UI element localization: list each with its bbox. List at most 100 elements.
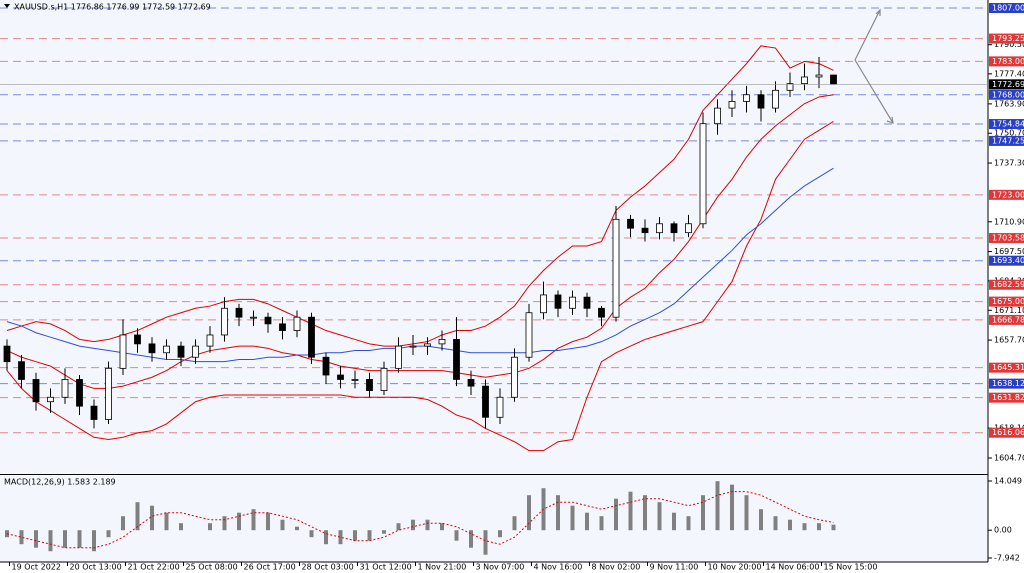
macd-bar [208, 523, 212, 531]
macd-bar [672, 512, 676, 531]
macd-bar [237, 512, 241, 531]
candle-body [685, 223, 692, 234]
macd-bar [759, 509, 763, 531]
candle-body [453, 339, 460, 380]
y-tick-label: 1697.50 [994, 247, 1024, 256]
candle-body [786, 83, 794, 91]
candle-body [714, 107, 721, 125]
candle-body [221, 307, 228, 336]
macd-bar [773, 516, 778, 531]
macd-bar [121, 516, 125, 531]
candle-body [264, 316, 272, 325]
symbol-icon [4, 4, 10, 8]
macd-bar [92, 530, 96, 552]
y-tick-label: 1750.70 [994, 129, 1024, 138]
candle-body [177, 345, 185, 358]
level-label: 1631.82 [992, 393, 1024, 402]
y-tick-label: 0.00 [994, 526, 1012, 535]
macd-bar [309, 530, 314, 538]
candle-body [105, 367, 112, 420]
macd-bar [135, 502, 140, 531]
candle-body [438, 339, 446, 345]
y-tick-label: 1710.90 [994, 217, 1024, 226]
candle-body [409, 345, 417, 348]
macd-bar [614, 498, 618, 531]
level-tag [989, 378, 1024, 389]
x-tick-label: 20 Oct 13:00 [70, 563, 122, 572]
level-tag [989, 89, 1024, 100]
x-tick-label: 1 Nov 21:00 [418, 563, 467, 572]
level-label: 1638.12 [992, 379, 1024, 388]
candle-body [424, 343, 431, 347]
candle-body [612, 218, 620, 318]
candle-body [119, 334, 127, 369]
macd-bar [338, 530, 343, 545]
macd-bar [440, 523, 444, 531]
indicator-line [6, 167, 834, 363]
candle-body [337, 374, 344, 380]
macd-bar [570, 505, 575, 531]
macd-bar [802, 523, 807, 531]
candle-body [525, 312, 533, 358]
candle-body [583, 296, 591, 309]
level-label: 1666.78 [992, 315, 1024, 324]
level-tag [989, 314, 1024, 325]
level-tag [989, 135, 1024, 146]
chart-title: XAUUSD.s,H1 1776.86 1776.99 1772.59 1772… [14, 3, 211, 12]
candle-body [250, 316, 257, 319]
x-tick-label: 28 Oct 03:00 [302, 563, 354, 572]
candle-body [3, 345, 11, 363]
current-price-tag [989, 79, 1024, 90]
x-tick-label: 26 Oct 17:00 [244, 563, 296, 572]
level-label: 1754.84 [992, 120, 1024, 129]
macd-bar [817, 523, 821, 531]
level-label: 1783.00 [992, 57, 1024, 66]
level-tag [989, 392, 1024, 403]
candle-body [380, 367, 388, 391]
macd-bar [469, 530, 473, 548]
candle-body [467, 379, 475, 387]
level-tag [989, 296, 1024, 307]
candle-body [293, 316, 301, 331]
indicator-line [6, 94, 834, 389]
level-tag [989, 56, 1024, 67]
level-label: 1693.40 [992, 256, 1024, 265]
macd-bar [527, 495, 531, 531]
x-tick-label: 25 Oct 08:00 [186, 563, 238, 572]
candle-body [815, 74, 823, 78]
macd-bar [63, 530, 67, 548]
arrow-down [854, 59, 894, 124]
level-tag [989, 427, 1024, 438]
macd-bar [512, 516, 517, 531]
macd-bar [5, 530, 9, 538]
macd-bar [179, 523, 183, 531]
macd-bar [599, 516, 604, 531]
candle-body [235, 307, 243, 318]
level-label: 1616.06 [992, 428, 1024, 437]
y-tick-label: 14.049 [994, 477, 1022, 486]
macd-bar [788, 519, 792, 531]
level-label: 1793.25 [992, 34, 1024, 43]
macd-bar [701, 495, 705, 531]
candle-body [757, 94, 765, 109]
candle-body [554, 294, 562, 309]
level-label: 1675.00 [992, 297, 1024, 306]
level-tag [989, 189, 1024, 200]
macd-bar [150, 505, 154, 531]
candle-body [148, 343, 156, 354]
level-tag [989, 279, 1024, 290]
candle-body [308, 316, 315, 358]
level-label: 1768.00 [992, 90, 1024, 99]
candle-body [18, 361, 25, 380]
x-tick-label: 10 Nov 20:00 [708, 563, 762, 572]
candle-body [641, 227, 649, 234]
candle-body [192, 345, 199, 358]
macd-bar [266, 512, 270, 531]
macd-bar [730, 484, 734, 531]
candle-body [206, 334, 214, 347]
y-tick-label: 1671.10 [994, 306, 1024, 315]
macd-title: MACD(12,26,9) 1.583 2.189 [4, 478, 116, 487]
x-tick-label: 15 Nov 15:00 [824, 563, 878, 572]
macd-bar [585, 512, 589, 531]
y-tick-label: 1657.70 [994, 336, 1024, 345]
